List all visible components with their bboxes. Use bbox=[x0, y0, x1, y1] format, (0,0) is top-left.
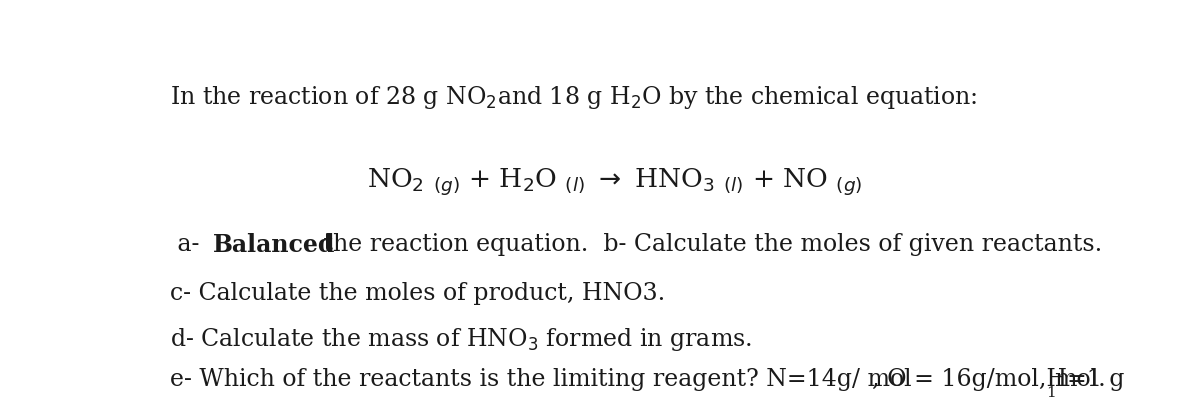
Text: the reaction equation.  b- Calculate the moles of given reactants.: the reaction equation. b- Calculate the … bbox=[316, 233, 1102, 256]
Text: , O = 16g/mol,H=1 g: , O = 16g/mol,H=1 g bbox=[871, 368, 1124, 391]
Text: a-: a- bbox=[170, 233, 208, 256]
Text: mol.: mol. bbox=[1054, 368, 1105, 391]
Text: 1: 1 bbox=[1046, 386, 1056, 400]
Text: c- Calculate the moles of product, HNO3.: c- Calculate the moles of product, HNO3. bbox=[170, 282, 666, 304]
Text: d- Calculate the mass of HNO$_3$ formed in grams.: d- Calculate the mass of HNO$_3$ formed … bbox=[170, 326, 752, 353]
Text: e- Which of the reactants is the limiting reagent? N=14g/ mol: e- Which of the reactants is the limitin… bbox=[170, 368, 912, 391]
Text: NO$_2$ $_{(g)}$ + H$_2$O $_{(l)}$ $\rightarrow$ HNO$_3$ $_{(l)}$ + NO $_{(g)}$: NO$_2$ $_{(g)}$ + H$_2$O $_{(l)}$ $\righ… bbox=[367, 167, 863, 198]
Text: In the reaction of 28 g NO$_2$and 18 g H$_2$O by the chemical equation:: In the reaction of 28 g NO$_2$and 18 g H… bbox=[170, 84, 978, 111]
Text: Balanced: Balanced bbox=[214, 233, 336, 257]
